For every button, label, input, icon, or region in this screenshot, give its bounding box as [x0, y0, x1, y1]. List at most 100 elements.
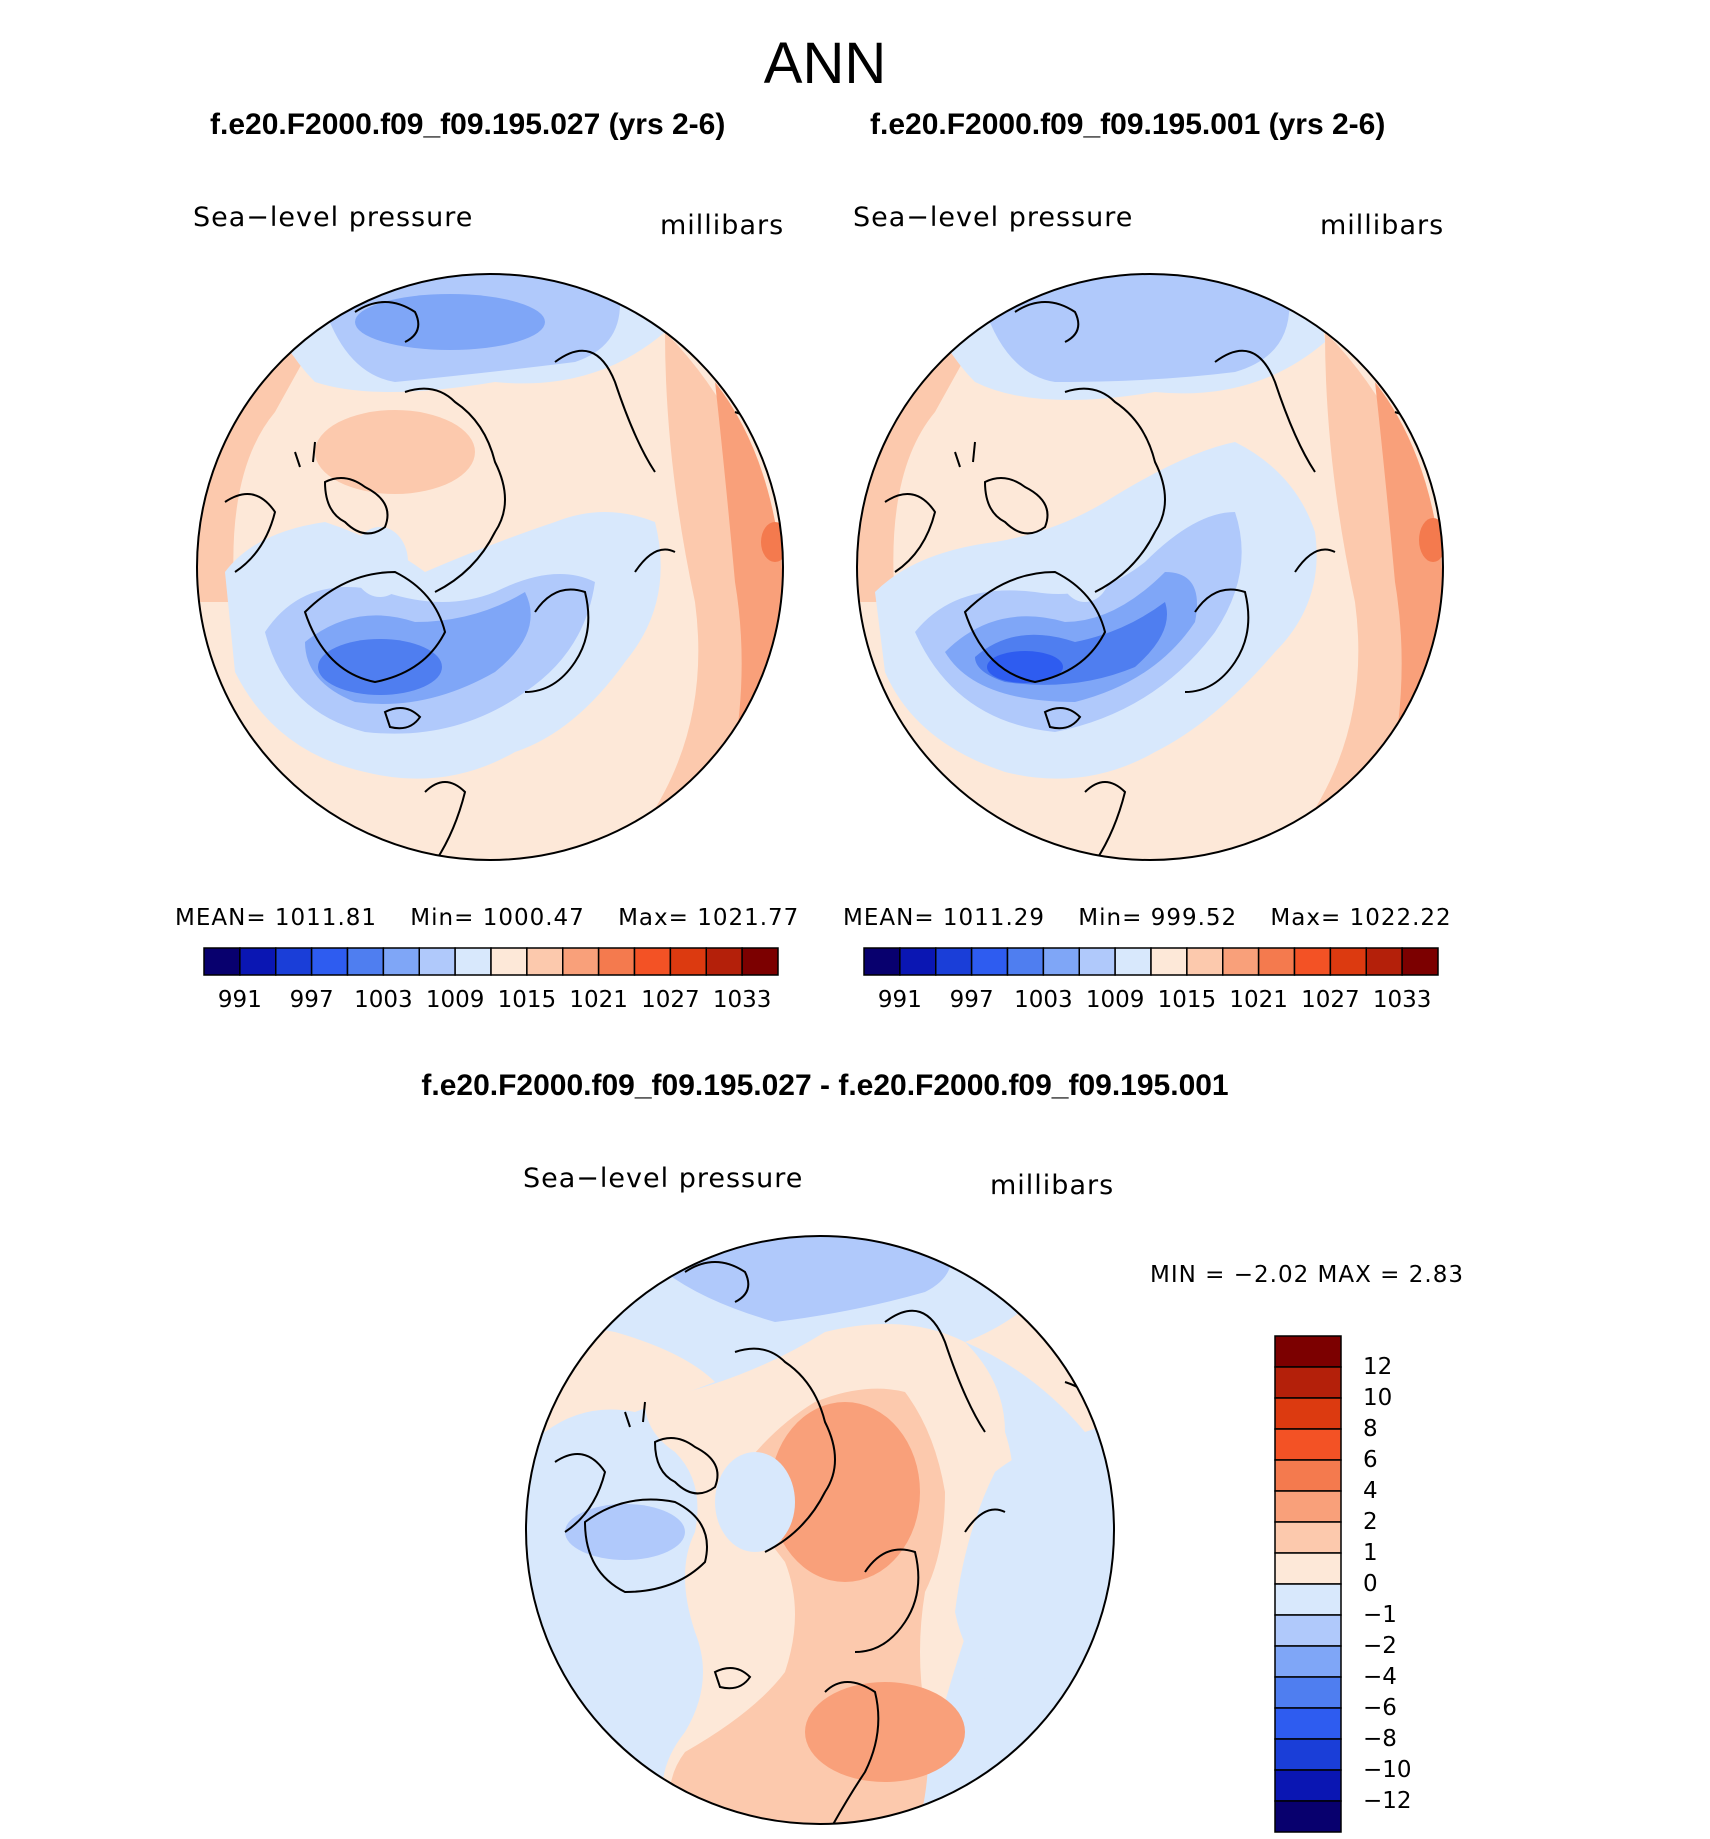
diff-map: [525, 1235, 1115, 1825]
right-units-label: millibars: [1320, 210, 1445, 241]
colorbar-tick-label: −8: [1363, 1726, 1397, 1752]
right-max-label: Max=: [1270, 905, 1342, 931]
colorbar-swatch: [1078, 947, 1116, 976]
diff-case-title: f.e20.F2000.f09_f09.195.027 - f.e20.F200…: [421, 1069, 1229, 1102]
colorbar-swatch: [1274, 1707, 1342, 1740]
colorbar-swatch: [346, 947, 385, 976]
colorbar-swatch: [310, 947, 349, 976]
colorbar-swatch: [1274, 1738, 1342, 1771]
colorbar-swatch: [1114, 947, 1152, 976]
right-min-value: 999.52: [1150, 905, 1238, 931]
colorbar-swatch: [275, 947, 313, 976]
colorbar-swatch: [382, 947, 420, 976]
colorbar-tick-label: 0: [1363, 1571, 1378, 1597]
colorbar-swatch: [1274, 1583, 1342, 1616]
colorbar-swatch: [970, 947, 1009, 976]
colorbar-swatch: [1274, 1645, 1342, 1678]
colorbar-swatch: [454, 947, 492, 976]
colorbar-swatch: [1042, 947, 1080, 976]
right-max-value: 1022.22: [1349, 905, 1452, 931]
colorbar-swatch: [490, 947, 528, 976]
colorbar-swatch: [1274, 1459, 1342, 1492]
colorbar-swatch: [1274, 1614, 1342, 1647]
colorbar-tick-label: 1015: [497, 987, 557, 1013]
right-stats: MEAN= 1011.29 Min= 999.52 Max= 1022.22: [843, 905, 1452, 931]
colorbar-swatch: [935, 947, 973, 976]
colorbar-tick-label: 2: [1363, 1509, 1378, 1535]
colorbar-tick-label: −1: [1363, 1602, 1397, 1628]
colorbar-tick-label: 991: [877, 987, 922, 1013]
colorbar-tick-label: −12: [1363, 1788, 1412, 1814]
colorbar-swatch: [562, 947, 600, 976]
colorbar-tick-label: 997: [289, 987, 334, 1013]
colorbar-tick-label: −2: [1363, 1633, 1397, 1659]
colorbar-swatch: [669, 947, 707, 976]
left-min-label: Min=: [410, 905, 475, 931]
colorbar-swatch: [1274, 1490, 1342, 1523]
colorbar-tick-label: 991: [217, 987, 262, 1013]
colorbar-swatch: [239, 947, 277, 976]
colorbar-tick-label: 1009: [1085, 987, 1145, 1013]
colorbar-tick-label: 12: [1363, 1354, 1393, 1380]
left-max-value: 1021.77: [697, 905, 800, 931]
colorbar-swatch: [1401, 947, 1439, 976]
colorbar-swatch: [1274, 1521, 1342, 1554]
diff-units-label: millibars: [990, 1170, 1115, 1201]
colorbar-tick-label: 1021: [569, 987, 628, 1013]
colorbar-tick-label: 997: [949, 987, 994, 1013]
colorbar-tick-label: −10: [1363, 1757, 1412, 1783]
left-case-title: f.e20.F2000.f09_f09.195.027 (yrs 2-6): [210, 108, 726, 141]
right-mean-label: MEAN=: [843, 905, 935, 931]
left-map: [196, 273, 784, 861]
colorbar-tick-label: 8: [1363, 1416, 1378, 1442]
colorbar-swatch: [1274, 1366, 1342, 1399]
colorbar-tick-label: 1027: [641, 987, 700, 1013]
colorbar-swatch: [203, 947, 241, 976]
right-map: [856, 273, 1444, 861]
left-variable-label: Sea−level pressure: [193, 202, 474, 233]
colorbar-swatch: [1274, 1397, 1342, 1430]
left-units-label: millibars: [660, 210, 785, 241]
colorbar-swatch: [1222, 947, 1260, 976]
colorbar-tick-label: 1021: [1229, 987, 1288, 1013]
colorbar-swatch: [1329, 947, 1367, 976]
colorbar-swatch: [741, 947, 779, 976]
left-mean-value: 1011.81: [274, 905, 378, 931]
colorbar-swatch: [418, 947, 456, 976]
colorbar-swatch: [1365, 947, 1403, 976]
colorbar-tick-label: 1003: [354, 987, 413, 1013]
colorbar-swatch: [1150, 947, 1188, 976]
colorbar-tick-label: −4: [1363, 1664, 1397, 1690]
left-colorbar: [203, 947, 779, 976]
colorbar-tick-label: 1027: [1301, 987, 1360, 1013]
colorbar-tick-label: 1003: [1014, 987, 1073, 1013]
left-min-value: 1000.47: [482, 905, 585, 931]
right-mean-value: 1011.29: [942, 905, 1046, 931]
left-mean-label: MEAN=: [175, 905, 267, 931]
colorbar-swatch: [1006, 947, 1045, 976]
colorbar-tick-label: 10: [1363, 1385, 1393, 1411]
colorbar-tick-label: −6: [1363, 1695, 1397, 1721]
colorbar-swatch: [1274, 1676, 1342, 1709]
colorbar-swatch: [705, 947, 743, 976]
colorbar-swatch: [1274, 1552, 1342, 1585]
diff-colorbar: [1274, 1335, 1342, 1833]
colorbar-swatch: [899, 947, 937, 976]
left-max-label: Max=: [618, 905, 689, 931]
diff-stats: MIN = −2.02 MAX = 2.83: [1150, 1262, 1464, 1288]
colorbar-swatch: [1293, 947, 1332, 976]
colorbar-swatch: [526, 947, 564, 976]
figure-title: ANN: [763, 31, 887, 96]
right-variable-label: Sea−level pressure: [853, 202, 1134, 233]
diff-variable-label: Sea−level pressure: [523, 1163, 804, 1194]
right-min-label: Min=: [1078, 905, 1143, 931]
colorbar-tick-label: 1033: [712, 987, 772, 1013]
colorbar-swatch: [633, 947, 672, 976]
right-case-title: f.e20.F2000.f09_f09.195.001 (yrs 2-6): [870, 108, 1386, 141]
colorbar-swatch: [863, 947, 901, 976]
colorbar-tick-label: 1033: [1372, 987, 1432, 1013]
colorbar-tick-label: 1: [1363, 1540, 1378, 1566]
colorbar-swatch: [1274, 1335, 1342, 1368]
colorbar-swatch: [597, 947, 636, 976]
colorbar-swatch: [1257, 947, 1296, 976]
